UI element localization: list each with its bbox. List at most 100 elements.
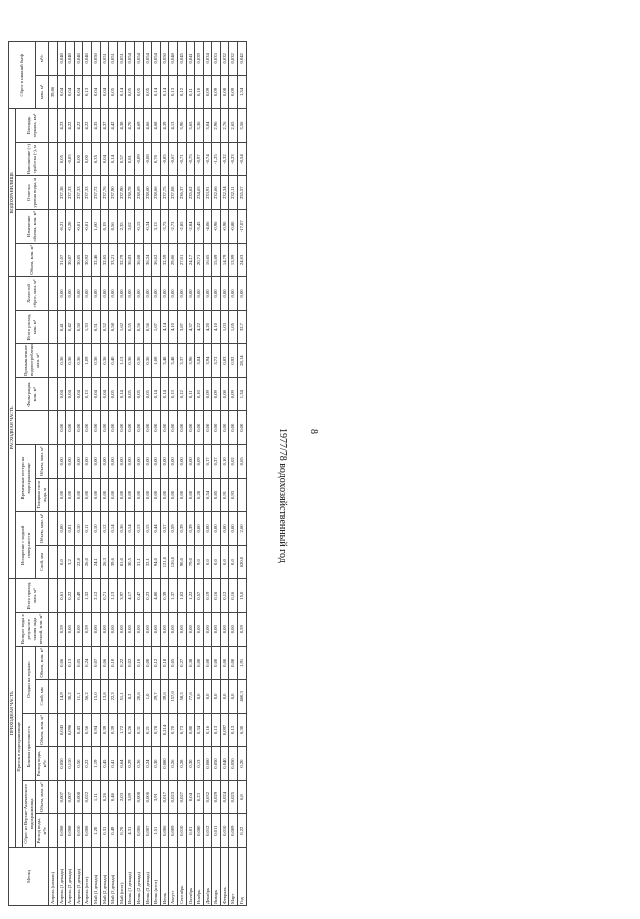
- value-cell: 0,05: [143, 75, 152, 109]
- value-cell: 3,37: [177, 343, 186, 378]
- value-cell: 1,34: [237, 377, 247, 411]
- month-cell: Ноябрь: [194, 847, 204, 906]
- value-cell: 0,007: [57, 780, 66, 814]
- value-cell: 0,35: [91, 142, 101, 176]
- value-cell: 0,032: [228, 41, 238, 76]
- value-cell: 1,02: [177, 578, 186, 613]
- value-cell: 0,00: [160, 444, 169, 479]
- value-cell: 0,00: [186, 444, 195, 479]
- month-cell: Май (итог): [117, 847, 126, 906]
- value-cell: 0,22: [237, 813, 247, 848]
- value-cell: 0,13: [82, 377, 92, 411]
- value-cell: 0,09: [211, 75, 221, 109]
- value-cell: 0,00: [57, 276, 66, 311]
- month-cell: Апрель (1 декада): [57, 847, 66, 906]
- value-cell: 0,050: [228, 746, 238, 781]
- month-cell: Октябрь: [186, 847, 195, 906]
- value-cell: 0,18: [160, 646, 169, 680]
- value-cell: 0,006: [134, 813, 144, 848]
- value-cell: 0,24: [82, 646, 92, 680]
- header-surface-area: Площадь зеркала, км²: [15, 108, 49, 143]
- value-cell: 4,69: [134, 108, 144, 143]
- value-cell: 0,10: [194, 377, 204, 411]
- table-row: Апрель (начало) 39,86: [48, 41, 58, 906]
- value-cell: 1,0: [143, 679, 152, 714]
- value-cell: 0,00: [91, 478, 101, 512]
- value-cell: 0,70: [151, 142, 161, 176]
- value-cell: 0,00: [211, 276, 221, 311]
- table-row: Сентябрь 0,010 0,027 0,28 0,73 58,3 0,27 0,00 1,…: [177, 41, 186, 906]
- value-cell: 0,00: [228, 646, 238, 680]
- value-cell: 0,02: [228, 444, 238, 479]
- value-cell: 0,00: [177, 444, 186, 479]
- value-cell: 1,91: [237, 646, 247, 680]
- value-cell: 3,48: [168, 343, 178, 378]
- value-cell: [237, 478, 247, 512]
- value-cell: 0,05: [134, 377, 144, 411]
- value-cell: 0,023: [168, 780, 178, 814]
- value-cell: 0,14: [108, 511, 118, 546]
- value-cell: 0,70: [117, 813, 126, 848]
- value-cell: 0,00: [100, 276, 109, 311]
- value-cell: -3,75: [160, 209, 169, 244]
- value-cell: 0,027: [177, 780, 186, 814]
- value-cell: [48, 813, 58, 848]
- value-cell: 0,14: [160, 377, 169, 411]
- value-cell: 4,14: [160, 310, 169, 344]
- value-cell: 0,59: [168, 511, 178, 546]
- value-cell: 29,86: [168, 243, 178, 277]
- value-cell: 0,054: [151, 41, 161, 76]
- value-cell: 0,00: [160, 612, 169, 647]
- value-cell: 0,42: [65, 310, 75, 344]
- value-cell: -0,01: [82, 209, 92, 244]
- value-cell: 0,00: [186, 276, 195, 311]
- table-row: Июнь (1 декада) 4,31 3,69 0,29 0,26 8,2 0,02 0,…: [125, 41, 135, 906]
- value-cell: 0,00: [57, 410, 66, 445]
- value-cell: 0,04: [65, 75, 75, 109]
- value-cell: -3,45: [194, 209, 204, 244]
- value-cell: 32,79: [117, 243, 126, 277]
- value-cell: -0,97: [194, 142, 204, 176]
- value-cell: 13,8: [100, 679, 109, 714]
- value-cell: 56,2: [82, 679, 92, 714]
- value-cell: [48, 175, 58, 210]
- value-cell: 0,033: [211, 41, 221, 76]
- value-cell: 0,36: [57, 343, 66, 378]
- value-cell: 1,34: [237, 75, 247, 109]
- value-cell: 0,00: [228, 276, 238, 311]
- value-cell: -0,85: [160, 142, 169, 176]
- value-cell: 1,51: [151, 813, 161, 848]
- value-cell: 58,3: [177, 679, 186, 714]
- value-cell: 1,09: [82, 343, 92, 378]
- value-cell: 0,81: [125, 142, 135, 176]
- value-cell: 0,59: [57, 612, 66, 647]
- value-cell: -4,06: [203, 209, 212, 244]
- value-cell: 0,07: [91, 646, 101, 680]
- value-cell: 4,13: [168, 108, 178, 143]
- value-cell: 0,00: [151, 276, 161, 311]
- value-cell: 0,00: [57, 511, 66, 546]
- header-row-groups: Приток в водохранилище Возврат воды в ре…: [15, 42, 49, 906]
- value-cell: 0,00: [194, 410, 204, 445]
- value-cell: 22,8: [74, 545, 83, 579]
- value-cell: 0,26: [168, 746, 178, 781]
- value-cell: 0,110: [65, 746, 75, 781]
- header-flow-rate-2: Расход воды, м³/с: [35, 746, 49, 781]
- value-cell: 0,11: [82, 511, 92, 546]
- header-reservoir: ВОДОХРАНИЛИЩЕ: [8, 108, 16, 277]
- value-cell: 0,00: [168, 612, 178, 647]
- value-cell: 2,65: [228, 108, 238, 143]
- value-cell: 51,1: [117, 679, 126, 714]
- value-cell: 0,0: [211, 679, 221, 714]
- value-cell: [48, 578, 58, 613]
- value-cell: 0,00: [91, 410, 101, 445]
- value-cell: 4,22: [194, 310, 204, 344]
- table-row: Октябрь 0,01 0,04 0,30 0,80 77,6 0,38 0,00 1,22 7…: [186, 41, 195, 906]
- value-cell: 0,00: [168, 276, 178, 311]
- value-cell: 0,029: [211, 780, 221, 814]
- value-cell: -0,05: [65, 142, 75, 176]
- value-cell: 0,14: [151, 75, 161, 109]
- value-cell: 0,00: [151, 444, 161, 479]
- value-cell: 0,0: [203, 545, 212, 579]
- value-cell: 0,40: [108, 343, 118, 378]
